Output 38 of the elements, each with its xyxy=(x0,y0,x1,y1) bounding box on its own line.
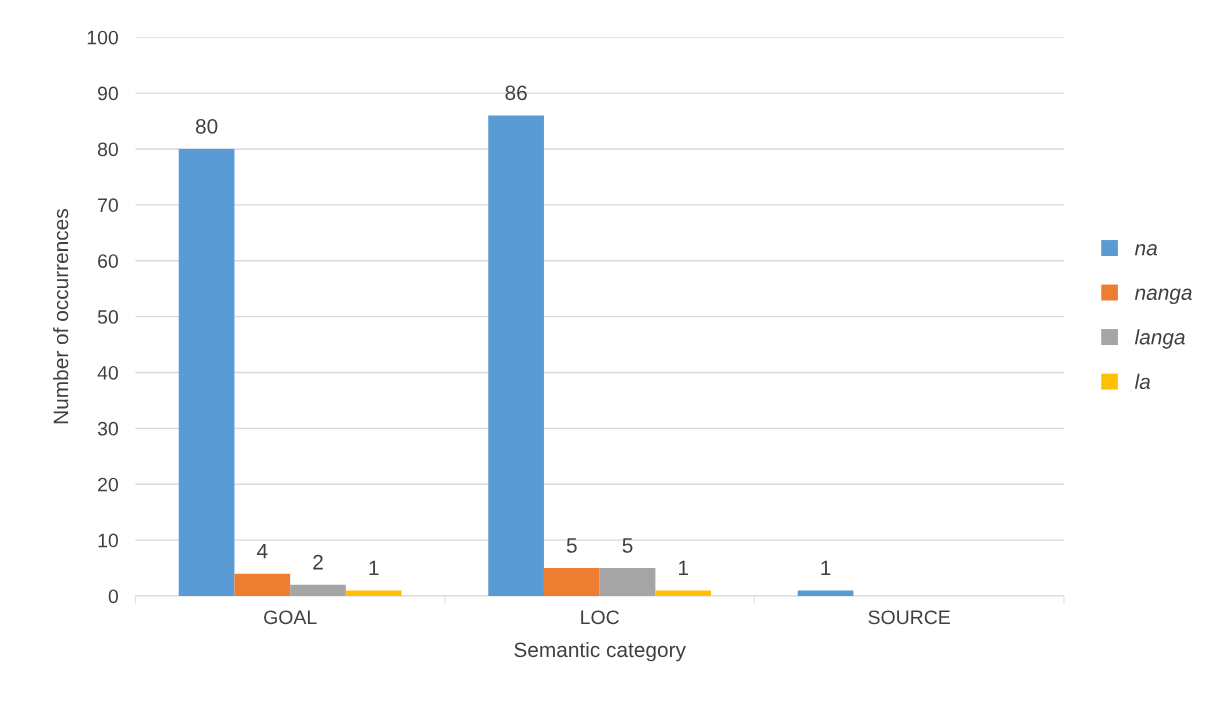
y-tick-label: 30 xyxy=(97,421,118,436)
bar xyxy=(599,568,656,596)
y-tick-label: 10 xyxy=(98,533,118,548)
y-tick-label: 60 xyxy=(98,254,118,268)
bar xyxy=(178,148,235,596)
data-label: 4 xyxy=(256,543,268,559)
data-label: 80 xyxy=(195,118,218,134)
data-label: 1 xyxy=(369,560,379,575)
y-tick-label: 90 xyxy=(98,86,118,101)
x-axis-title: Semantic category xyxy=(514,641,686,662)
data-label: 5 xyxy=(566,538,577,553)
y-tick-label: 0 xyxy=(108,589,118,604)
x-tick-label: LOC xyxy=(581,610,619,625)
y-tick-label: 70 xyxy=(98,198,118,213)
y-tick-label: 100 xyxy=(87,30,118,45)
y-axis-title: Number of occurrences xyxy=(52,209,69,424)
bar xyxy=(290,584,346,596)
data-label: 86 xyxy=(505,85,527,101)
y-tick-label: 40 xyxy=(97,365,118,380)
y-tick-label: 20 xyxy=(98,477,118,492)
data-label: 5 xyxy=(622,538,633,553)
data-label: 1 xyxy=(821,560,831,575)
bar xyxy=(543,568,600,596)
legend-label: la xyxy=(1134,373,1151,390)
bar xyxy=(797,590,854,596)
data-label: 2 xyxy=(313,554,323,570)
data-label: 1 xyxy=(679,560,689,575)
y-tick-label: 80 xyxy=(97,142,118,157)
x-tick-label: SOURCE xyxy=(868,610,950,625)
bar xyxy=(345,590,402,596)
bar xyxy=(655,590,712,596)
legend-label: nanga xyxy=(1134,288,1192,305)
bar xyxy=(488,115,544,596)
legend-label: na xyxy=(1134,244,1158,256)
x-tick-label: GOAL xyxy=(264,610,317,625)
legend-label: langa xyxy=(1134,329,1185,349)
y-tick-label: 50 xyxy=(97,310,118,324)
bar xyxy=(234,573,291,596)
